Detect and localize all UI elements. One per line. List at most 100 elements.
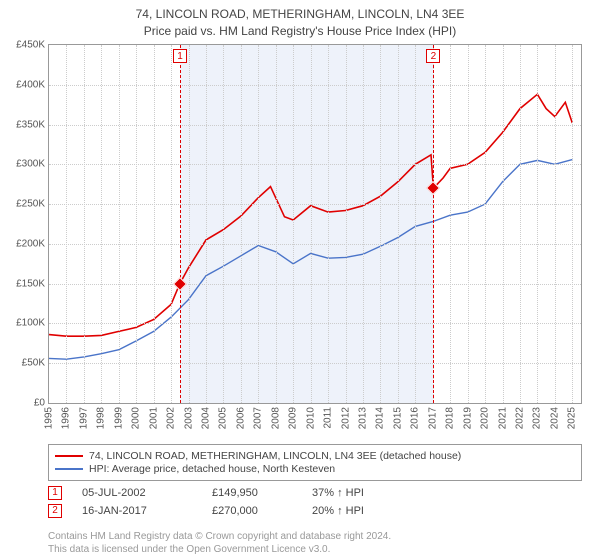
- grid-line-v: [328, 45, 329, 403]
- grid-line-v: [136, 45, 137, 403]
- x-axis-label: 2010: [305, 407, 316, 429]
- x-axis-label: 2022: [514, 407, 525, 429]
- x-axis-label: 2003: [183, 407, 194, 429]
- x-axis-label: 1997: [78, 407, 89, 429]
- grid-line-v: [503, 45, 504, 403]
- grid-line-v: [84, 45, 85, 403]
- x-axis-label: 1998: [96, 407, 107, 429]
- x-axis-label: 2005: [218, 407, 229, 429]
- grid-line-h: [49, 85, 581, 86]
- y-axis-label: £250K: [16, 199, 45, 210]
- x-axis-label: 2023: [532, 407, 543, 429]
- x-axis-label: 2016: [410, 407, 421, 429]
- plot-area: £0£50K£100K£150K£200K£250K£300K£350K£400…: [48, 44, 582, 404]
- grid-line-v: [223, 45, 224, 403]
- y-axis-label: £450K: [16, 40, 45, 51]
- footnote-line-2: This data is licensed under the Open Gov…: [48, 543, 391, 556]
- grid-line-v: [206, 45, 207, 403]
- y-axis-label: £150K: [16, 278, 45, 289]
- grid-line-v: [241, 45, 242, 403]
- grid-line-v: [555, 45, 556, 403]
- grid-line-v: [189, 45, 190, 403]
- x-axis-label: 2019: [462, 407, 473, 429]
- title-line-1: 74, LINCOLN ROAD, METHERINGHAM, LINCOLN,…: [0, 6, 600, 23]
- grid-line-v: [415, 45, 416, 403]
- transaction-price: £270,000: [212, 505, 312, 517]
- x-axis-label: 2014: [375, 407, 386, 429]
- y-axis-label: £300K: [16, 159, 45, 170]
- y-axis-label: £100K: [16, 318, 45, 329]
- x-axis-label: 2006: [235, 407, 246, 429]
- grid-line-v: [154, 45, 155, 403]
- legend: 74, LINCOLN ROAD, METHERINGHAM, LINCOLN,…: [48, 444, 582, 481]
- grid-line-v: [258, 45, 259, 403]
- x-axis-label: 2001: [148, 407, 159, 429]
- y-axis-label: £400K: [16, 79, 45, 90]
- grid-line-h: [49, 323, 581, 324]
- x-axis-label: 2015: [392, 407, 403, 429]
- transaction-marker: 2: [48, 504, 62, 518]
- grid-line-v: [468, 45, 469, 403]
- grid-line-v: [572, 45, 573, 403]
- transaction-date: 05-JUL-2002: [82, 487, 212, 499]
- x-axis-label: 2017: [427, 407, 438, 429]
- x-axis-label: 1995: [44, 407, 55, 429]
- sale-vline: [433, 45, 434, 403]
- footnote-line-1: Contains HM Land Registry data © Crown c…: [48, 530, 391, 543]
- grid-line-v: [398, 45, 399, 403]
- grid-line-v: [485, 45, 486, 403]
- title-line-2: Price paid vs. HM Land Registry's House …: [0, 23, 600, 40]
- x-axis-label: 2000: [131, 407, 142, 429]
- legend-item-subject: 74, LINCOLN ROAD, METHERINGHAM, LINCOLN,…: [55, 450, 575, 462]
- grid-line-v: [171, 45, 172, 403]
- y-axis-label: £50K: [22, 358, 45, 369]
- x-axis-label: 2008: [270, 407, 281, 429]
- x-axis-label: 2024: [549, 407, 560, 429]
- x-axis-label: 2011: [323, 407, 334, 429]
- x-axis-label: 2020: [480, 407, 491, 429]
- x-axis-label: 2012: [340, 407, 351, 429]
- grid-line-h: [49, 125, 581, 126]
- chart-title: 74, LINCOLN ROAD, METHERINGHAM, LINCOLN,…: [0, 0, 600, 40]
- grid-line-v: [380, 45, 381, 403]
- x-axis-label: 1996: [61, 407, 72, 429]
- transaction-marker: 1: [48, 486, 62, 500]
- legend-label-subject: 74, LINCOLN ROAD, METHERINGHAM, LINCOLN,…: [89, 450, 461, 462]
- footnote: Contains HM Land Registry data © Crown c…: [48, 530, 391, 556]
- grid-line-h: [49, 363, 581, 364]
- sale-marker-box: 2: [426, 49, 440, 63]
- transaction-date: 16-JAN-2017: [82, 505, 212, 517]
- x-axis-label: 2021: [497, 407, 508, 429]
- legend-item-hpi: HPI: Average price, detached house, Nort…: [55, 463, 575, 475]
- sale-vline: [180, 45, 181, 403]
- grid-line-h: [49, 244, 581, 245]
- line-svg: [49, 45, 581, 403]
- transaction-row: 1 05-JUL-2002 £149,950 37% ↑ HPI: [48, 486, 582, 500]
- transaction-diff: 37% ↑ HPI: [312, 487, 432, 499]
- y-axis-label: £350K: [16, 119, 45, 130]
- x-axis-label: 2002: [166, 407, 177, 429]
- legend-label-hpi: HPI: Average price, detached house, Nort…: [89, 463, 335, 475]
- grid-line-h: [49, 284, 581, 285]
- x-axis-label: 2018: [445, 407, 456, 429]
- legend-swatch-hpi: [55, 468, 83, 470]
- grid-line-v: [293, 45, 294, 403]
- grid-line-v: [537, 45, 538, 403]
- transaction-row: 2 16-JAN-2017 £270,000 20% ↑ HPI: [48, 504, 582, 518]
- x-axis-label: 2025: [567, 407, 578, 429]
- grid-line-v: [450, 45, 451, 403]
- grid-line-h: [49, 204, 581, 205]
- y-axis-label: £200K: [16, 238, 45, 249]
- transaction-table: 1 05-JUL-2002 £149,950 37% ↑ HPI 2 16-JA…: [48, 486, 582, 522]
- transaction-diff: 20% ↑ HPI: [312, 505, 432, 517]
- sale-marker-box: 1: [173, 49, 187, 63]
- grid-line-v: [101, 45, 102, 403]
- x-axis-label: 2013: [357, 407, 368, 429]
- legend-swatch-subject: [55, 455, 83, 457]
- grid-line-v: [276, 45, 277, 403]
- grid-line-v: [66, 45, 67, 403]
- grid-line-v: [520, 45, 521, 403]
- grid-line-v: [363, 45, 364, 403]
- grid-line-v: [311, 45, 312, 403]
- x-axis-label: 2004: [200, 407, 211, 429]
